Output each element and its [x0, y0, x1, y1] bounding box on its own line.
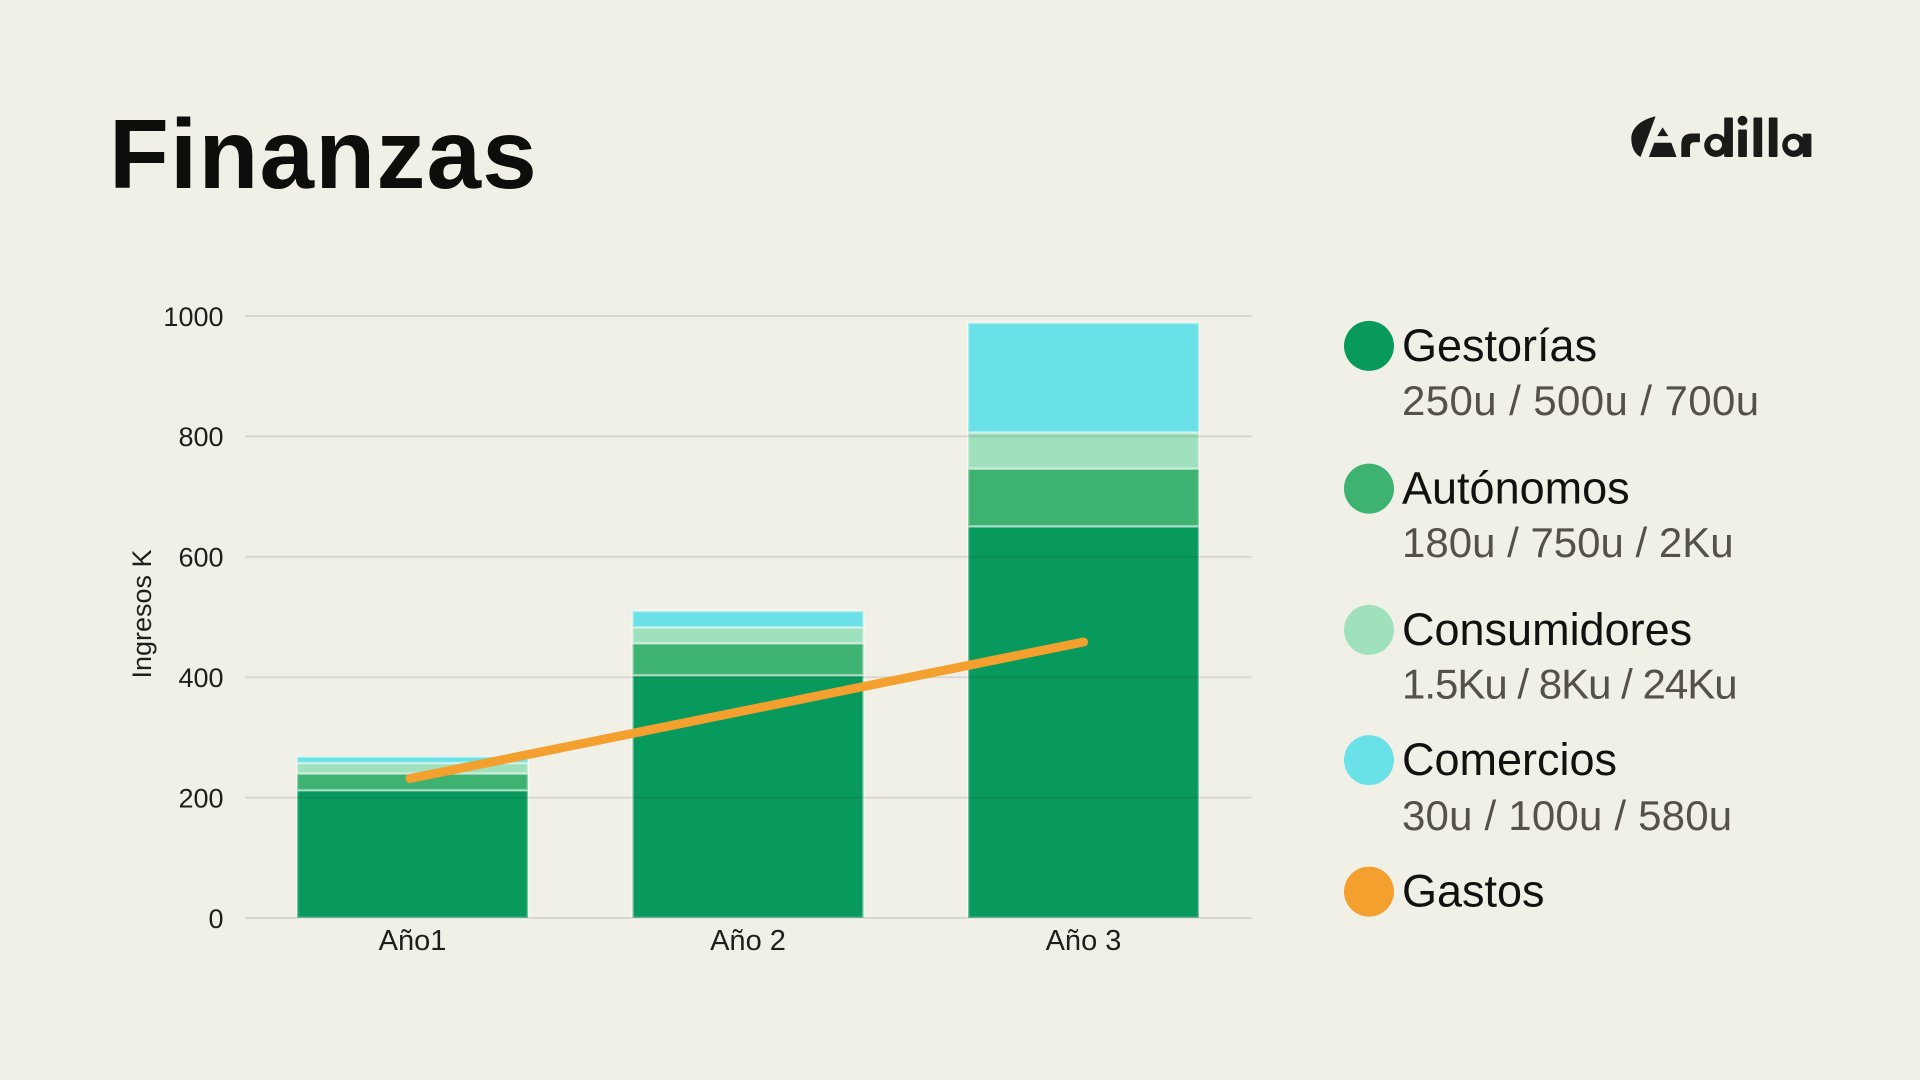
svg-text:600: 600: [178, 543, 223, 573]
svg-text:Ingresos K: Ingresos K: [127, 549, 157, 678]
svg-text:Finanzas: Finanzas: [109, 99, 538, 209]
svg-text:1.5Ku / 8Ku / 24Ku: 1.5Ku / 8Ku / 24Ku: [1402, 660, 1737, 707]
svg-text:30u / 100u / 580u: 30u / 100u / 580u: [1402, 792, 1732, 839]
svg-text:Gastos: Gastos: [1402, 866, 1545, 917]
svg-text:400: 400: [178, 663, 223, 693]
svg-text:200: 200: [178, 783, 223, 813]
svg-text:800: 800: [178, 422, 223, 452]
svg-text:250u / 500u / 700u: 250u / 500u / 700u: [1402, 377, 1760, 424]
svg-text:180u / 750u / 2Ku: 180u / 750u / 2Ku: [1402, 519, 1734, 566]
svg-text:Consumidores: Consumidores: [1402, 604, 1692, 655]
svg-text:Año 2: Año 2: [710, 925, 786, 957]
svg-text:1000: 1000: [163, 302, 223, 332]
svg-text:Año1: Año1: [379, 925, 447, 957]
svg-text:Año 3: Año 3: [1046, 925, 1122, 957]
svg-text:0: 0: [208, 904, 223, 934]
svg-text:Comercios: Comercios: [1402, 734, 1617, 785]
svg-text:Autónomos: Autónomos: [1402, 463, 1630, 514]
svg-text:Gestorías: Gestorías: [1402, 320, 1597, 371]
